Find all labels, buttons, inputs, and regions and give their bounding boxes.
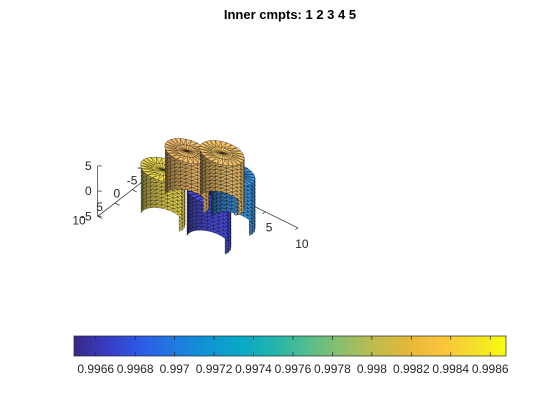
y-tick <box>114 202 120 206</box>
y-tick-label: -5 <box>127 173 138 187</box>
z-tick-label: -5 <box>81 209 92 223</box>
colorbar-tick-label: 0.9986 <box>472 362 509 376</box>
colorbar-tick-label: 0.9984 <box>432 362 469 376</box>
colorbar-ticks: 0.9966 0.9968 0.997 0.9972 0.9974 0.9976 0.997… <box>77 336 509 376</box>
colorbar-gradient <box>73 335 507 357</box>
x-tick <box>262 211 266 214</box>
y-tick-label: 10 <box>72 213 86 227</box>
cylinder-compartment-5 <box>199 140 245 216</box>
colorbar-tick-label: 0.9966 <box>77 362 114 376</box>
z-tick-label: 0 <box>85 184 92 198</box>
colorbar-tick-label: 0.9972 <box>196 362 233 376</box>
x-tick-label: 5 <box>266 221 273 235</box>
mesh-face <box>231 156 242 163</box>
colorbar-tick-label: 0.998 <box>357 362 387 376</box>
x-tick <box>295 227 299 231</box>
z-tick-label: 5 <box>85 159 92 173</box>
colorbar-tick-label: 0.9976 <box>275 362 312 376</box>
colorbar-tick-label: 0.9974 <box>235 362 272 376</box>
x-tick-label: 10 <box>295 237 309 251</box>
y-tick-label: 0 <box>114 187 121 201</box>
mesh-cylinders <box>140 138 256 255</box>
y-tick-label: 5 <box>96 200 103 214</box>
colorbar-tick-label: 0.997 <box>160 362 190 376</box>
y-tick <box>97 215 103 219</box>
colorbar: 0.9966 0.9968 0.997 0.9972 0.9974 0.9976 0.997… <box>73 335 509 376</box>
colorbar-tick-label: 0.9968 <box>117 362 154 376</box>
colorbar-tick-label: 0.9978 <box>314 362 351 376</box>
chart-title: Inner cmpts: 1 2 3 4 5 <box>224 7 356 22</box>
y-tick <box>132 189 137 193</box>
colorbar-tick-label: 0.9982 <box>393 362 430 376</box>
